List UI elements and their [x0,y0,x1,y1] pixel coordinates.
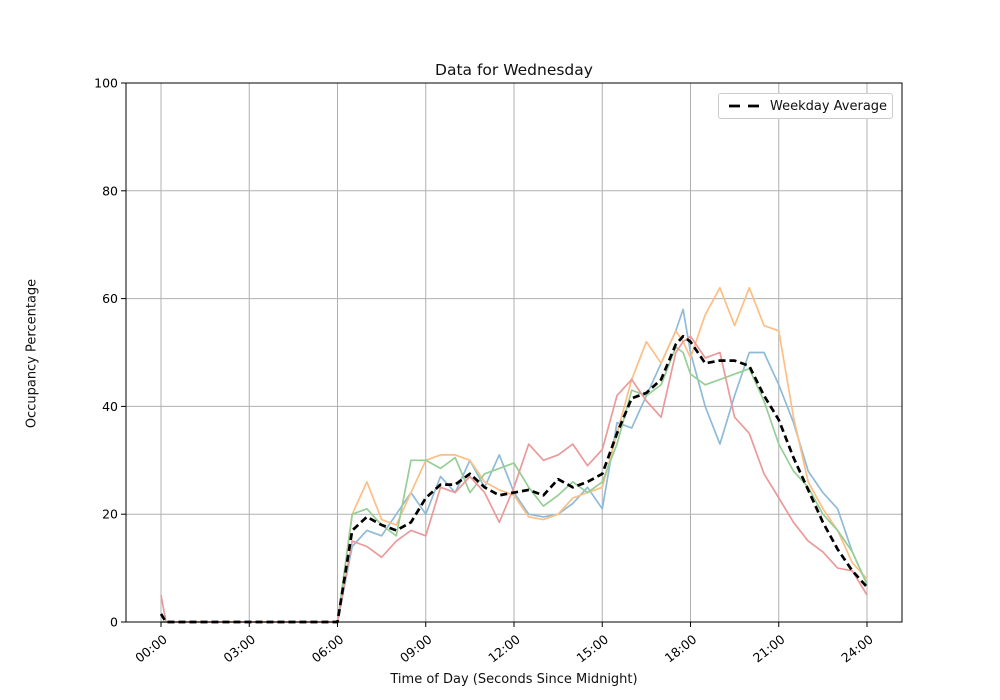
legend-entry-label: Weekday Average [770,98,888,114]
x-tick-label: 06:00 [309,632,347,666]
chart-title: Data for Wednesday [435,61,593,79]
y-tick-label: 100 [94,76,118,91]
x-tick-label: 12:00 [485,632,523,666]
legend-dashed-line-sample [729,104,761,108]
y-tick-label: 40 [102,399,118,414]
x-axis-label: Time of Day (Seconds Since Midnight) [390,672,638,687]
x-tick-label: 24:00 [838,632,876,666]
y-tick-label: 20 [102,507,118,522]
x-tick-label: 15:00 [573,632,611,666]
y-tick-label: 0 [110,615,118,630]
x-tick-label: 09:00 [397,632,435,666]
x-tick-label: 18:00 [662,632,700,666]
x-tick-label: 03:00 [220,632,258,666]
x-tick-label: 21:00 [750,632,788,666]
y-axis-label: Occupancy Percentage [24,278,40,429]
y-tick-label: 60 [102,291,118,306]
legend: Weekday Average [718,93,893,119]
y-tick-label: 80 [102,183,118,198]
x-tick-label: 00:00 [132,632,170,666]
